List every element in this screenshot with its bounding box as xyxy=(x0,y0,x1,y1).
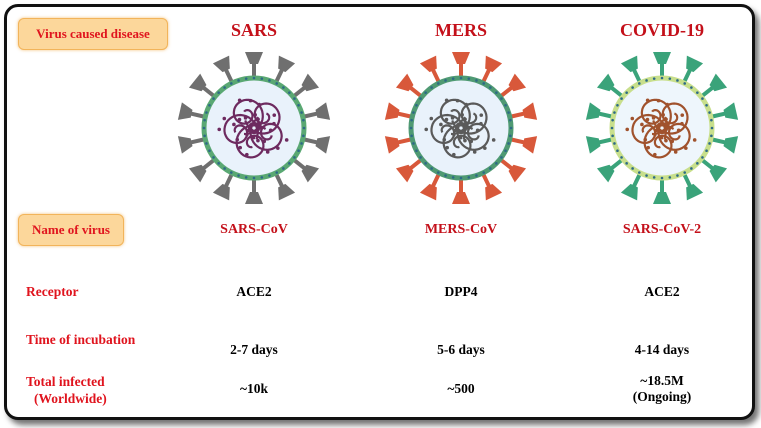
spike-protein xyxy=(245,52,263,78)
disease-header-sars: SARS xyxy=(230,20,278,40)
spike-protein xyxy=(212,172,235,201)
spike-protein xyxy=(188,157,217,183)
receptor-sars: ACE2 xyxy=(236,284,272,299)
spike-protein xyxy=(699,73,728,99)
spike-protein xyxy=(273,172,296,201)
spike-protein xyxy=(177,136,206,154)
spike-protein xyxy=(480,172,503,201)
incubation-sars: 2-7 days xyxy=(230,342,278,357)
spike-protein xyxy=(188,73,217,99)
virus-name-covid19: SARS-CoV-2 xyxy=(622,222,702,237)
spike-protein xyxy=(291,73,320,99)
spike-protein xyxy=(419,172,442,201)
virus-disease-label: Virus caused disease xyxy=(18,18,168,50)
spike-protein xyxy=(384,136,413,154)
spike-protein xyxy=(384,102,413,120)
disease-header-mers: MERS xyxy=(434,20,487,40)
spike-protein xyxy=(498,157,527,183)
incubation-label: Time of incubation xyxy=(26,332,136,347)
receptor-label: Receptor xyxy=(26,284,79,299)
spike-protein xyxy=(245,178,263,204)
infected-note-covid19: (Ongoing) xyxy=(632,389,692,404)
disease-header-covid19: COVID-19 xyxy=(620,20,704,40)
spike-protein xyxy=(596,157,625,183)
spike-protein xyxy=(681,55,704,84)
spike-protein xyxy=(509,136,538,154)
incubation-covid19: 4-14 days xyxy=(634,342,690,357)
spike-protein xyxy=(653,178,671,204)
virus-name-label: Name of virus xyxy=(18,214,124,246)
spike-protein xyxy=(395,157,424,183)
spike-protein xyxy=(291,157,320,183)
incubation-mers: 5-6 days xyxy=(437,342,485,357)
spike-protein xyxy=(498,73,527,99)
spike-protein xyxy=(395,73,424,99)
receptor-mers: DPP4 xyxy=(444,284,478,299)
spike-protein xyxy=(710,102,739,120)
spike-protein xyxy=(480,55,503,84)
infected-sars: ~10k xyxy=(239,381,269,396)
sars-virus-illustration xyxy=(177,52,331,204)
spike-protein xyxy=(302,102,331,120)
spike-protein xyxy=(699,157,728,183)
virus-name-sars: SARS-CoV xyxy=(220,222,288,237)
spike-protein xyxy=(302,136,331,154)
spike-protein xyxy=(620,55,643,84)
spike-protein xyxy=(710,136,739,154)
receptor-covid19: ACE2 xyxy=(644,284,680,299)
infected-covid19: ~18.5M xyxy=(640,373,684,388)
spike-protein xyxy=(620,172,643,201)
spike-protein xyxy=(585,102,614,120)
infected-label-line1: Total infected xyxy=(26,374,105,389)
spike-protein xyxy=(273,55,296,84)
spike-protein xyxy=(509,102,538,120)
infected-mers: ~500 xyxy=(447,381,475,396)
sars-cov-2-virus-illustration xyxy=(585,52,739,204)
virus-name-mers: MERS-CoV xyxy=(424,222,498,237)
spike-protein xyxy=(419,55,442,84)
spike-protein xyxy=(681,172,704,201)
diagram-frame xyxy=(4,4,755,420)
spike-protein xyxy=(452,178,470,204)
spike-protein xyxy=(596,73,625,99)
mers-virus-illustration xyxy=(384,52,538,204)
spike-protein xyxy=(212,55,235,84)
spike-protein xyxy=(585,136,614,154)
spike-protein xyxy=(653,52,671,78)
infected-label-line2: (Worldwide) xyxy=(34,391,107,406)
spike-protein xyxy=(452,52,470,78)
spike-protein xyxy=(177,102,206,120)
